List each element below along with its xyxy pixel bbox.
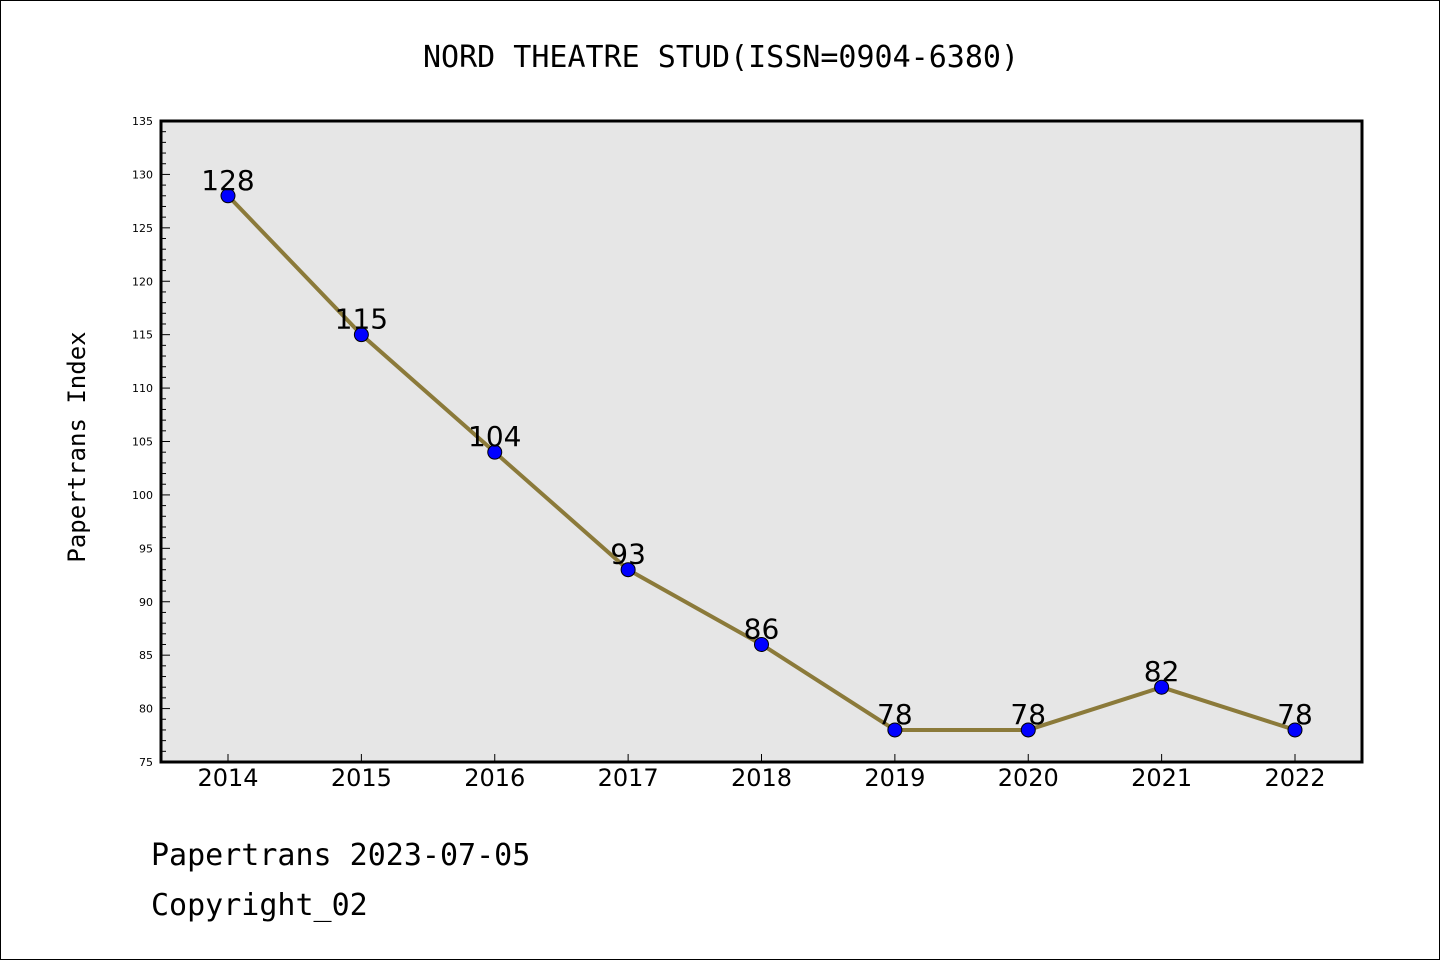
y-axis-label: Papertrans Index (63, 331, 91, 562)
data-label: 86 (744, 612, 780, 645)
x-tick-label: 2020 (998, 764, 1059, 792)
data-point (220, 188, 236, 204)
y-tick-label: 135 (132, 115, 153, 128)
data-point (1287, 722, 1303, 738)
y-tick-label: 100 (132, 489, 153, 502)
plot-area (159, 119, 1364, 764)
x-tick-label: 2015 (331, 764, 392, 792)
y-tick-label: 80 (139, 703, 153, 716)
y-tick-label: 105 (132, 436, 153, 449)
data-point (1020, 722, 1036, 738)
x-tick-label: 2017 (598, 764, 659, 792)
footer-date-text: Papertrans 2023-07-05 (151, 838, 530, 873)
data-point (620, 562, 636, 578)
data-point (353, 327, 369, 343)
y-tick-label: 110 (132, 382, 153, 395)
y-axis: 75 80 85 90 95 100 105 110 115 120 125 130 135 (132, 115, 170, 769)
x-tick-label: 2019 (864, 764, 925, 792)
data-label: 128 (201, 164, 254, 197)
y-tick-label: 130 (132, 168, 153, 181)
y-tick-label: 85 (139, 649, 153, 662)
x-tick-label: 2018 (731, 764, 792, 792)
y-tick-label: 90 (139, 596, 153, 609)
series-layer: 128 115 104 93 86 78 78 82 78 (201, 164, 1313, 738)
data-label: 115 (335, 303, 388, 336)
data-point (754, 636, 769, 652)
data-point (887, 722, 903, 738)
data-label: 104 (468, 420, 521, 453)
y-tick-label: 125 (132, 222, 153, 235)
x-axis: 2014 2015 2016 2017 2018 2019 2020 2021 2022 (197, 754, 1326, 792)
x-tick-label: 2022 (1264, 764, 1325, 792)
data-point (1154, 679, 1170, 695)
data-label: 82 (1144, 655, 1180, 688)
x-tick-label: 2016 (464, 764, 525, 792)
y-tick-label: 95 (139, 542, 153, 555)
chart-title: NORD THEATRE STUD(ISSN=0904-6380) (423, 40, 1019, 75)
data-point (487, 444, 503, 460)
y-tick-label: 75 (139, 756, 153, 769)
x-tick-label: 2014 (197, 764, 258, 792)
data-label: 93 (610, 538, 646, 571)
y-tick-label: 120 (132, 275, 153, 288)
data-label: 78 (1277, 698, 1313, 731)
data-label: 78 (1010, 698, 1046, 731)
data-label: 78 (877, 698, 913, 731)
x-tick-label: 2021 (1131, 764, 1192, 792)
footer-copyright-text: Copyright_02 (151, 888, 368, 923)
y-tick-label: 115 (132, 329, 153, 342)
